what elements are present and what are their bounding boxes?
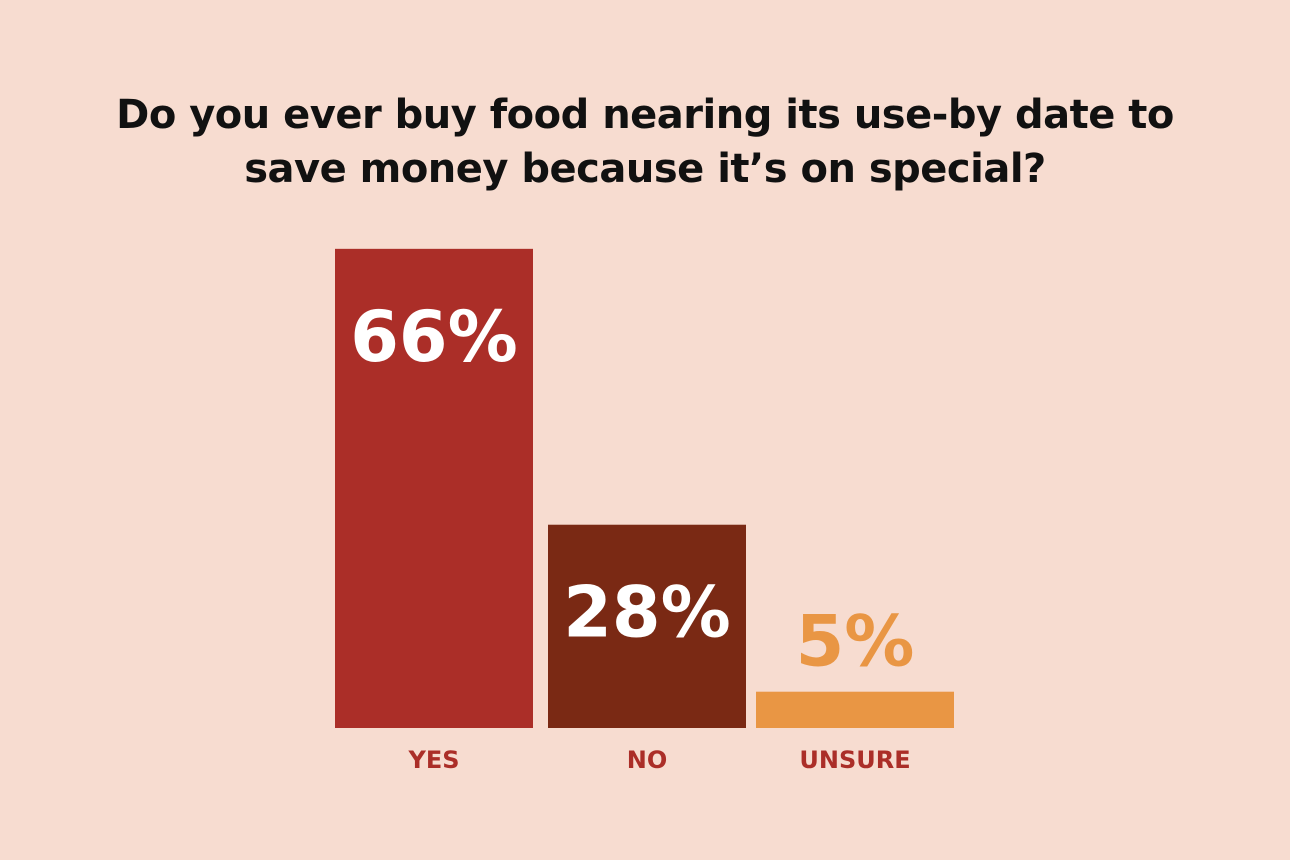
bar [548,524,746,728]
bar [756,691,954,728]
chart-title: Do you ever buy food nearing its use-by … [116,92,1174,192]
x-tick-label: NO [627,746,668,774]
bar [335,248,533,728]
x-tick-label: UNSURE [799,746,910,774]
value-label: 5% [796,601,915,683]
value-label: 66% [350,296,518,378]
value-label: 28% [563,572,731,654]
x-tick-label: YES [407,746,459,774]
